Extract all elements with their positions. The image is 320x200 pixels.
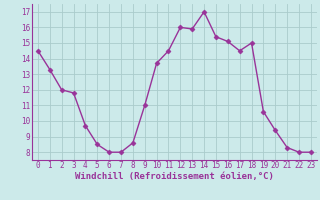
X-axis label: Windchill (Refroidissement éolien,°C): Windchill (Refroidissement éolien,°C): [75, 172, 274, 181]
